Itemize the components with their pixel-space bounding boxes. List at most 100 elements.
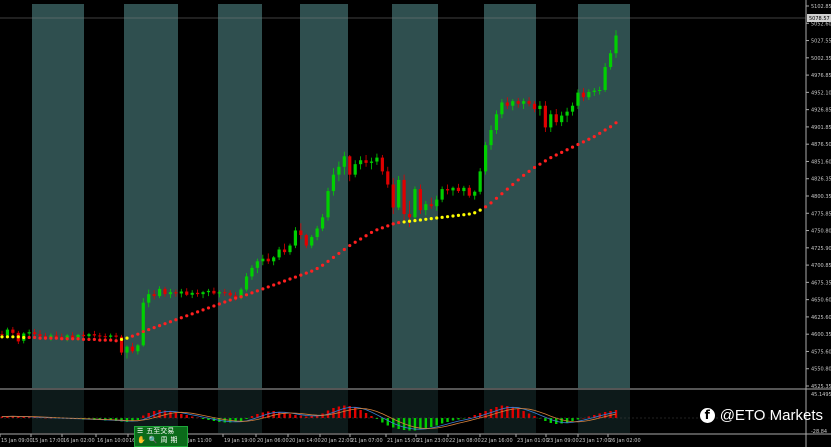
magnifier-icon[interactable]: 🔍 [148, 436, 158, 444]
candle-body [255, 261, 259, 268]
sar-dot [152, 326, 156, 330]
candle-body [603, 67, 607, 90]
sar-dot [174, 318, 178, 322]
sar-dot [467, 212, 471, 216]
macd-bar [560, 418, 563, 424]
candle-body [310, 237, 314, 246]
candle-body [467, 187, 471, 196]
sar-dot [549, 156, 553, 160]
macd-bar [446, 418, 449, 422]
sar-dot [261, 287, 265, 291]
macd-bar [305, 416, 308, 418]
macd-bar [478, 413, 482, 418]
price-tick-label: 4826.35 [811, 177, 831, 183]
sar-dot [217, 302, 221, 306]
sar-dot [527, 169, 531, 173]
candle-body [418, 189, 422, 211]
candle-body [565, 111, 569, 116]
macd-bar [131, 418, 134, 421]
signal-line [1, 408, 617, 429]
candle-body [125, 346, 129, 353]
candle-body [119, 336, 124, 353]
toolbar-row-2: ✋ 🔍 周 期 [135, 436, 187, 445]
sar-dot [196, 310, 200, 314]
indicator-toolbar[interactable]: ☰ 五至交易 ✋ 🔍 周 期 [134, 426, 188, 447]
candle-body [5, 329, 10, 336]
price-tick-label: 4851.60 [811, 159, 831, 165]
toolbar-row-1: ☰ 五至交易 [135, 427, 187, 436]
macd-bar [147, 413, 150, 418]
sar-dot [27, 335, 31, 340]
sar-dot [310, 269, 314, 273]
candle-body [114, 335, 118, 337]
hand-icon[interactable]: ✋ [137, 436, 146, 444]
candle-body [397, 179, 401, 208]
period-label-1[interactable]: 周 [160, 436, 168, 444]
candle-body [304, 235, 308, 246]
price-tick-label: 4876.50 [811, 142, 831, 148]
toolbar-label[interactable]: 五至交易 [146, 427, 175, 435]
macd-bar [587, 416, 591, 418]
candle-body [141, 302, 145, 346]
candle-body [174, 292, 178, 294]
macd-bar [256, 414, 259, 418]
candle-body [320, 217, 325, 229]
time-tick-label: 19 Jan 19:00 [224, 438, 256, 444]
macd-bar [294, 415, 297, 418]
time-tick-label: 23 Jan 17:00 [579, 438, 611, 444]
current-price-box [807, 14, 831, 22]
price-tick-label: 4700.85 [811, 263, 831, 269]
candle-body [27, 332, 31, 334]
sar-dot [500, 192, 504, 196]
session-band [32, 4, 84, 388]
macd-bar [136, 418, 140, 420]
macd-bar [190, 416, 194, 418]
time-tick-label: 21 Jan 15:00 [387, 438, 419, 444]
sar-dot [228, 298, 232, 302]
candle-body [560, 115, 564, 123]
sar-dot [315, 266, 319, 271]
macd-bar [419, 418, 422, 430]
candle-body [272, 257, 276, 262]
price-tick-label: 4901.85 [811, 125, 831, 131]
period-label-2[interactable]: 期 [170, 436, 178, 444]
macd-bar [435, 418, 438, 426]
price-tick-label: 4650.60 [811, 298, 831, 304]
macd-bar [299, 415, 303, 418]
sar-dot [38, 336, 42, 340]
macd-bar [397, 418, 400, 429]
time-tick-label: 23 Jan 01:00 [517, 438, 549, 444]
price-tick-label: 5102.85 [811, 4, 831, 10]
candle-body [369, 161, 374, 163]
macd-bar [152, 411, 156, 418]
sar-dot [429, 217, 433, 221]
sar-dot [554, 153, 558, 157]
price-tick-label: 4625.60 [811, 315, 831, 321]
candle-body [293, 230, 298, 246]
candle-body [380, 157, 384, 172]
candle-body [71, 335, 75, 338]
candle-body [435, 199, 439, 207]
candle-body [76, 334, 80, 338]
candle-body [407, 214, 412, 218]
sar-dot [505, 187, 509, 191]
macd-bar [375, 418, 379, 419]
price-tick-label: 4800.35 [811, 194, 831, 200]
menu-icon[interactable]: ☰ [137, 427, 144, 435]
macd-bar [163, 410, 167, 418]
candle-body [326, 191, 330, 218]
macd-bar [6, 416, 9, 418]
macd-bar [359, 410, 362, 418]
candle-body [81, 334, 86, 337]
macd-bar [522, 411, 525, 418]
candle-body [33, 332, 37, 335]
macd-bar [462, 418, 466, 419]
sar-dot [22, 335, 26, 340]
macd-bar [239, 418, 243, 421]
sar-dot [201, 308, 205, 312]
candle-body [549, 114, 553, 128]
candle-body [511, 101, 515, 106]
sar-dot [516, 178, 520, 182]
